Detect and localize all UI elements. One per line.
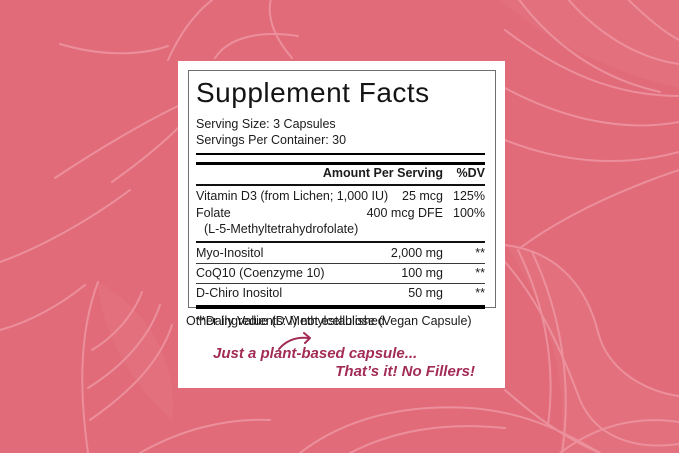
supplement-facts-panel: Supplement Facts Serving Size: 3 Capsule… (178, 61, 505, 388)
ingredient-dv: ** (475, 286, 485, 300)
tagline-line2: That’s it! No Fillers! (335, 363, 475, 380)
table-row-d-chiro-inositol: D-Chiro Inositol 50 mg ** (196, 285, 485, 302)
table-row-coq10: CoQ10 (Coenzyme 10) 100 mg ** (196, 265, 485, 282)
header-amount-per-serving: Amount Per Serving (322, 166, 443, 180)
dv-footnote: **Daily Value (DV) not established. (196, 314, 389, 328)
divider-double-rule (196, 153, 485, 165)
ingredient-dv: ** (475, 246, 485, 260)
table-header: Amount Per Serving %DV (196, 165, 485, 182)
ingredient-name: Myo-Inositol (196, 246, 264, 260)
folate-form-note: (L-5-Methyltetrahydrofolate) (204, 222, 359, 236)
serving-size: Serving Size: 3 Capsules (196, 117, 336, 131)
ingredient-amount: 50 mg (408, 286, 443, 300)
other-ingredients: Other Ingredients: Methylcellulose (Vega… (186, 314, 472, 328)
divider (196, 241, 485, 243)
ingredient-amount: 2,000 mg (390, 246, 443, 260)
ingredient-dv: 100% (453, 206, 485, 220)
divider (196, 184, 485, 186)
ingredient-amount: 400 mcg DFE (366, 206, 443, 220)
facts-title: Supplement Facts (196, 77, 430, 108)
supplement-facts-box: Supplement Facts Serving Size: 3 Capsule… (188, 70, 496, 328)
ingredient-dv: 125% (453, 189, 485, 203)
tagline-line1: Just a plant-based capsule... (213, 345, 418, 362)
ingredient-dv: ** (475, 266, 485, 280)
divider-thick-rule (196, 305, 485, 309)
ingredient-name: CoQ10 (Coenzyme 10) (196, 266, 325, 280)
divider (196, 263, 485, 264)
servings-per-container: Servings Per Container: 30 (196, 133, 347, 147)
ingredient-amount: 100 mg (401, 266, 443, 280)
table-row-myo-inositol: Myo-Inositol 2,000 mg ** (196, 245, 485, 262)
ingredient-name: Folate (196, 206, 231, 220)
tagline: Just a plant-based capsule... That’s it!… (178, 345, 505, 381)
ingredient-name: Vitamin D3 (from Lichen; 1,000 IU) (196, 189, 389, 203)
curved-arrow-icon (278, 332, 311, 350)
table-row-folate: Folate 400 mcg DFE 100% (196, 205, 485, 222)
ingredient-name: D-Chiro Inositol (196, 286, 283, 300)
divider (196, 283, 485, 284)
header-dv: %DV (456, 166, 485, 180)
ingredient-amount: 25 mcg (402, 189, 443, 203)
table-row-vitamin-d3: Vitamin D3 (from Lichen; 1,000 IU) 25 mc… (196, 188, 485, 205)
